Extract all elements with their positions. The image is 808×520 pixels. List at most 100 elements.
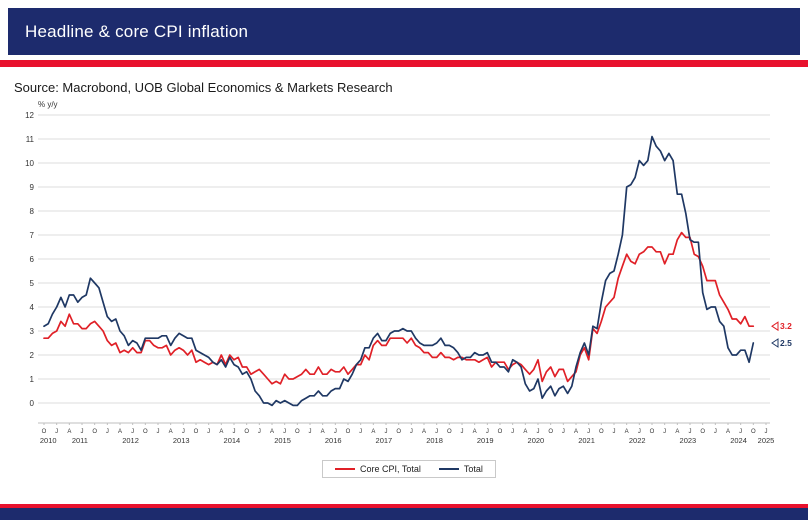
ytick-label: 4 — [30, 303, 35, 312]
report-footer — [0, 504, 808, 520]
xtick-month-label: O — [42, 429, 47, 435]
total-line-swatch — [438, 468, 459, 470]
legend-item-total: Total — [438, 464, 483, 474]
xtick-month-label: J — [81, 429, 84, 435]
xtick-month-label: J — [207, 429, 210, 435]
y-axis-unit-label: % y/y — [38, 100, 58, 109]
xtick-month-label: A — [523, 429, 527, 435]
ytick-label: 5 — [30, 279, 35, 288]
page-title: Headline & core CPI inflation — [25, 21, 249, 41]
xtick-month-label: J — [309, 429, 312, 435]
xtick-month-label: A — [675, 429, 679, 435]
total-line — [43, 135, 755, 407]
xtick-month-label: O — [396, 429, 401, 435]
xtick-month-label: A — [219, 429, 223, 435]
xtick-year-label: 2015 — [274, 436, 291, 445]
xtick-year-label: 2017 — [376, 436, 393, 445]
xtick-year-label: 2023 — [680, 436, 697, 445]
xtick-year-label: 2022 — [629, 436, 646, 445]
xtick-year-label: 2024 — [730, 436, 747, 445]
xtick-month-label: J — [359, 429, 362, 435]
xtick-year-label: 2019 — [477, 436, 494, 445]
xtick-year-label: 2014 — [224, 436, 241, 445]
xtick-month-label: O — [599, 429, 604, 435]
xtick-month-label: J — [765, 429, 768, 435]
xtick-month-label: A — [574, 429, 578, 435]
report-header: Headline & core CPI inflation — [8, 8, 800, 55]
source-attribution: Source: Macrobond, UOB Global Economics … — [14, 80, 393, 95]
ytick-label: 1 — [30, 375, 35, 384]
xtick-month-label: J — [410, 429, 413, 435]
xtick-month-label: J — [233, 429, 236, 435]
xtick-year-label: 2010 — [40, 436, 57, 445]
xtick-month-label: J — [334, 429, 337, 435]
ytick-label: 12 — [25, 111, 34, 120]
ytick-label: 10 — [25, 159, 34, 168]
header-red-stripe — [0, 60, 808, 67]
xtick-month-label: A — [321, 429, 325, 435]
xtick-month-label: J — [55, 429, 58, 435]
xtick-month-label: J — [663, 429, 666, 435]
ytick-label: 6 — [30, 255, 35, 264]
ytick-label: 2 — [30, 351, 35, 360]
xtick-month-label: J — [106, 429, 109, 435]
xtick-month-label: J — [131, 429, 134, 435]
xtick-month-label: J — [258, 429, 261, 435]
core-cpi-line-swatch — [335, 468, 356, 470]
xtick-month-label: O — [244, 429, 249, 435]
xtick-month-label: J — [714, 429, 717, 435]
xtick-month-label: O — [295, 429, 300, 435]
footer-navy-bar — [0, 508, 808, 520]
xtick-month-label: O — [751, 429, 756, 435]
xtick-month-label: J — [182, 429, 185, 435]
xtick-month-label: J — [739, 429, 742, 435]
xtick-year-label: 2020 — [528, 436, 545, 445]
legend-item-core-cpi: Core CPI, Total — [335, 464, 421, 474]
xtick-year-label: 2013 — [173, 436, 190, 445]
xtick-month-label: A — [473, 429, 477, 435]
xtick-month-label: J — [587, 429, 590, 435]
xtick-year-label: 2016 — [325, 436, 342, 445]
xtick-month-label: O — [143, 429, 148, 435]
xtick-month-label: O — [498, 429, 503, 435]
xtick-month-label: O — [194, 429, 199, 435]
xtick-month-label: A — [118, 429, 122, 435]
xtick-month-label: O — [548, 429, 553, 435]
xtick-month-label: J — [157, 429, 160, 435]
end-value-label: 3.2 — [780, 321, 792, 331]
ytick-label: 3 — [30, 327, 35, 336]
xtick-month-label: A — [270, 429, 274, 435]
xtick-month-label: J — [562, 429, 565, 435]
xtick-month-label: A — [625, 429, 629, 435]
xtick-month-label: A — [726, 429, 730, 435]
footer-red-stripe — [0, 504, 808, 508]
xtick-month-label: J — [537, 429, 540, 435]
xtick-year-label: 2011 — [72, 436, 88, 445]
xtick-month-label: J — [638, 429, 641, 435]
xtick-month-label: A — [371, 429, 375, 435]
xtick-month-label: O — [346, 429, 351, 435]
xtick-month-label: A — [169, 429, 173, 435]
xtick-year-label: 2025 — [758, 436, 775, 445]
chart-legend: Core CPI, Total Total — [322, 460, 496, 478]
xtick-month-label: J — [283, 429, 286, 435]
ytick-label: 8 — [30, 207, 35, 216]
legend-label-core-cpi: Core CPI, Total — [360, 464, 421, 474]
xtick-month-label: J — [689, 429, 692, 435]
xtick-month-label: J — [511, 429, 514, 435]
xtick-month-label: J — [613, 429, 616, 435]
ytick-label: 7 — [30, 231, 35, 240]
end-value-label: 2.5 — [780, 338, 792, 348]
xtick-month-label: A — [422, 429, 426, 435]
xtick-month-label: J — [461, 429, 464, 435]
xtick-year-label: 2021 — [578, 436, 595, 445]
legend-label-total: Total — [463, 464, 483, 474]
core-cpi-line — [43, 231, 755, 385]
end-label-arrow-icon — [771, 338, 779, 348]
xtick-month-label: A — [67, 429, 71, 435]
xtick-month-label: J — [435, 429, 438, 435]
xtick-month-label: O — [92, 429, 97, 435]
xtick-month-label: O — [650, 429, 655, 435]
xtick-year-label: 2012 — [122, 436, 139, 445]
